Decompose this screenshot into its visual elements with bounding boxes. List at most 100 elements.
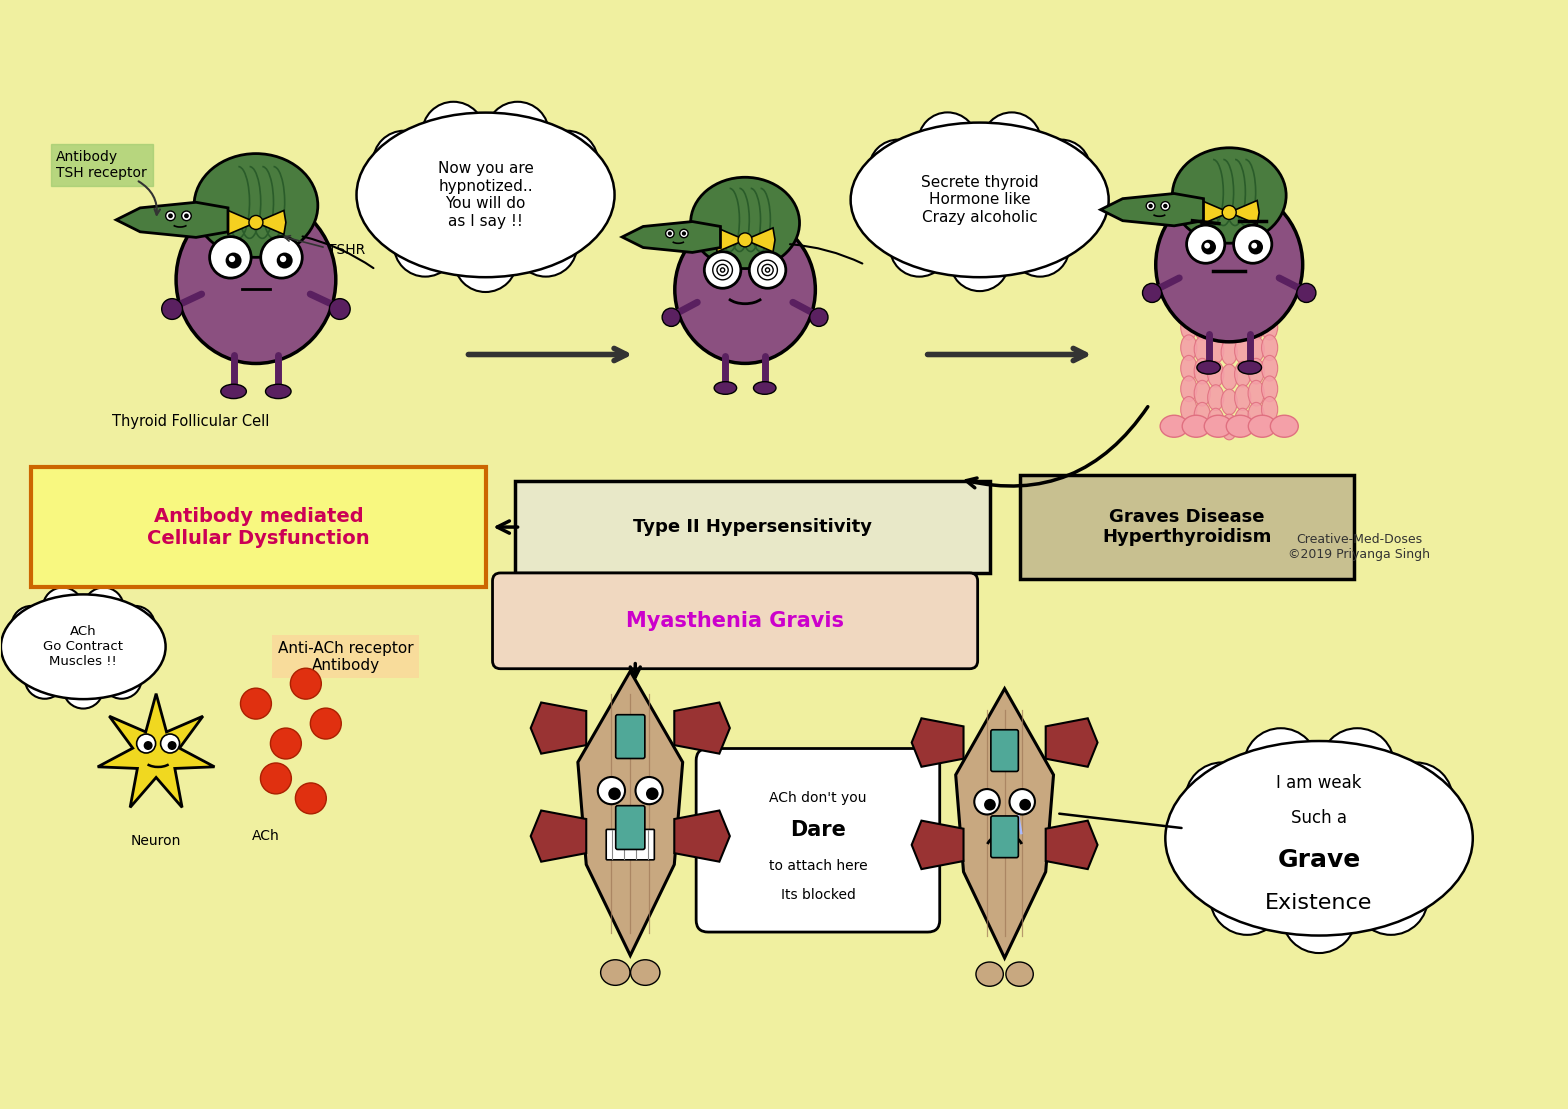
Ellipse shape [1181,335,1196,360]
Ellipse shape [194,154,318,257]
Circle shape [270,729,301,759]
Ellipse shape [1207,362,1223,387]
Polygon shape [226,211,256,234]
Circle shape [1043,181,1101,240]
Polygon shape [1046,719,1098,766]
Text: to attach here: to attach here [768,859,867,873]
Text: Its blocked: Its blocked [781,888,856,902]
Circle shape [373,131,436,193]
Ellipse shape [1156,187,1303,342]
Ellipse shape [1239,360,1262,374]
Circle shape [362,175,425,237]
Ellipse shape [1262,376,1278,401]
Circle shape [290,669,321,699]
Ellipse shape [1181,314,1196,340]
Ellipse shape [1262,335,1278,360]
Circle shape [1171,815,1247,888]
Circle shape [455,230,517,292]
Circle shape [739,233,753,247]
Polygon shape [911,821,963,869]
Circle shape [102,659,141,699]
Circle shape [25,659,64,699]
Text: Grave: Grave [1278,848,1361,873]
Circle shape [1243,729,1317,802]
Circle shape [166,211,176,221]
Circle shape [1297,284,1316,303]
Ellipse shape [1262,397,1278,423]
Circle shape [260,763,292,794]
Circle shape [950,233,1010,291]
Polygon shape [674,811,729,862]
FancyBboxPatch shape [516,481,989,573]
Circle shape [1392,815,1466,888]
Circle shape [666,230,674,237]
Text: ACh
Go Contract
Muscles !!: ACh Go Contract Muscles !! [44,625,124,669]
Ellipse shape [1196,360,1220,374]
Polygon shape [955,689,1054,958]
Ellipse shape [1270,415,1298,437]
Circle shape [144,741,152,750]
Circle shape [919,112,977,171]
Circle shape [1283,879,1356,953]
Ellipse shape [1195,358,1210,384]
Ellipse shape [1262,314,1278,340]
Polygon shape [97,693,215,807]
Circle shape [1201,240,1217,254]
Circle shape [597,777,626,804]
Circle shape [1143,284,1162,303]
Text: ACh: ACh [252,830,279,843]
Circle shape [982,112,1041,171]
Text: Dare: Dare [790,821,845,841]
Circle shape [750,252,786,288]
Text: Such a: Such a [1290,810,1347,827]
Ellipse shape [1248,358,1264,384]
Text: Neuron: Neuron [130,834,182,848]
Circle shape [310,709,342,739]
Text: Anti-ACh receptor
Antibody: Anti-ACh receptor Antibody [278,641,414,673]
FancyBboxPatch shape [492,573,978,669]
Circle shape [1187,225,1225,263]
Circle shape [1251,243,1258,248]
Text: Existence: Existence [1265,893,1372,913]
Ellipse shape [975,962,1004,986]
Ellipse shape [713,381,737,395]
Circle shape [974,790,1000,814]
Circle shape [662,308,681,326]
Circle shape [210,236,251,278]
Circle shape [11,606,52,645]
Circle shape [1160,202,1170,211]
Circle shape [1148,204,1152,208]
Ellipse shape [630,959,660,985]
Ellipse shape [1234,338,1251,364]
Ellipse shape [1221,389,1237,415]
Polygon shape [530,811,586,862]
Circle shape [42,588,83,628]
Polygon shape [715,228,745,252]
Circle shape [1146,202,1156,211]
Ellipse shape [1160,415,1189,437]
Ellipse shape [1234,314,1251,340]
FancyBboxPatch shape [991,730,1018,772]
Circle shape [514,214,577,276]
Ellipse shape [265,384,292,398]
Polygon shape [1101,193,1204,226]
Circle shape [858,181,917,240]
Ellipse shape [674,216,815,364]
Ellipse shape [1234,408,1251,434]
Circle shape [1234,225,1272,263]
Ellipse shape [754,381,776,395]
Circle shape [295,783,326,814]
Ellipse shape [601,959,630,985]
Circle shape [168,741,177,750]
Polygon shape [1046,821,1098,869]
Circle shape [1163,204,1168,208]
Text: Graves Disease
Hyperthyroidism: Graves Disease Hyperthyroidism [1102,508,1272,547]
Circle shape [1320,729,1394,802]
FancyBboxPatch shape [991,816,1018,857]
Circle shape [1010,790,1035,814]
Circle shape [394,214,456,276]
Ellipse shape [1248,380,1264,406]
Ellipse shape [1234,385,1251,410]
Ellipse shape [1248,336,1264,362]
Circle shape [547,175,610,237]
